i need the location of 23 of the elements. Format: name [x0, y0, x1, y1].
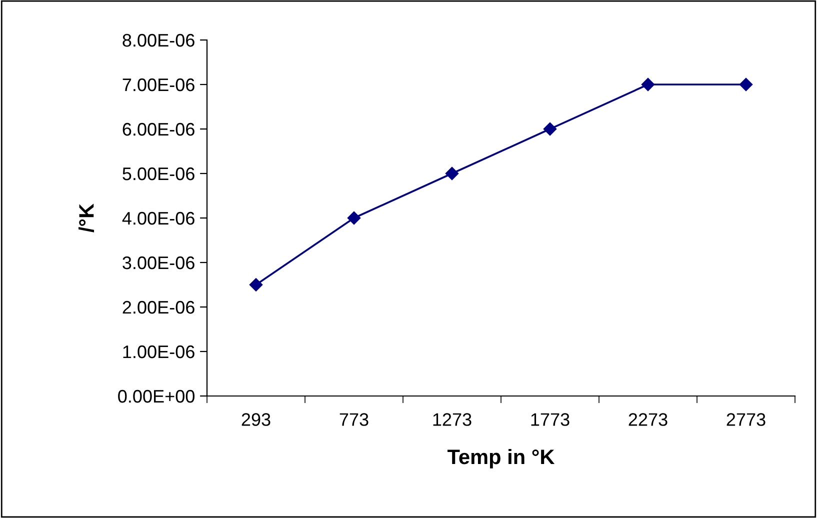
point	[739, 78, 753, 92]
x-tick-label: 2273	[628, 413, 668, 426]
x-tick-label: 2773	[726, 413, 766, 426]
y-tick-label: 7.00E-06	[122, 78, 194, 92]
y-axis-title: /°K	[78, 204, 94, 232]
y-tick-label: 4.00E-06	[122, 212, 194, 225]
point	[543, 122, 557, 136]
x-tick-label: 773	[340, 413, 368, 426]
x-tick-label: 1273	[433, 413, 472, 426]
y-tick-label: 6.00E-06	[122, 122, 194, 136]
x-tick-label: 1773	[531, 413, 570, 426]
point	[641, 78, 655, 92]
y-tick-label: 5.00E-06	[122, 167, 194, 180]
x-tick-label: 293	[242, 413, 270, 426]
x-axis-title: Temp in °K	[447, 448, 555, 468]
y-tick-label: 1.00E-06	[123, 345, 194, 358]
y-tick-label: 2.00E-06	[122, 300, 194, 314]
point	[249, 278, 263, 292]
y-tick-label: 0.00E+00	[118, 390, 194, 403]
point	[445, 166, 459, 180]
y-tick-label: 3.00E-06	[122, 256, 194, 270]
point	[347, 211, 361, 225]
y-tick-label: 8.00E-06	[122, 34, 194, 47]
